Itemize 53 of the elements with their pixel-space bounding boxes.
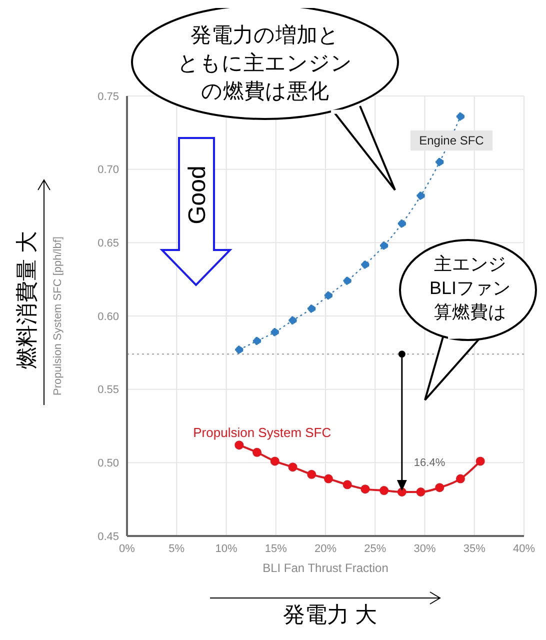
y-axis-title: Propulsion System SFC [pph/lbf] <box>52 236 64 396</box>
point <box>343 276 352 285</box>
x-tick-label: 30% <box>414 542 436 555</box>
x-tick-label: 40% <box>512 542 536 555</box>
x-axis-title: BLI Fan Thrust Fraction <box>262 561 388 575</box>
point <box>307 470 316 479</box>
point <box>416 192 425 200</box>
point <box>456 474 465 484</box>
point <box>416 488 426 496</box>
x-tick-label: 25% <box>364 542 386 555</box>
point <box>270 328 279 336</box>
point <box>476 456 485 466</box>
point <box>288 316 297 324</box>
text: 発電力 大 <box>282 602 378 627</box>
annotation: Good <box>184 166 211 224</box>
point <box>436 158 444 166</box>
point <box>380 486 389 496</box>
x-tick-label: 20% <box>314 542 337 555</box>
series-label: Engine SFC <box>419 134 484 148</box>
y-tick-label: 0.70 <box>98 164 119 176</box>
text: 燃料消費量 大 <box>14 230 39 370</box>
y-tick-label: 0.50 <box>98 458 119 470</box>
annotation: 発電力の増加とともに主エンジンの燃費は悪化 <box>178 23 352 103</box>
x-tick-label: 35% <box>463 542 486 555</box>
point <box>252 448 262 457</box>
y-tick-label: 0.60 <box>98 310 119 323</box>
point <box>308 304 316 313</box>
point <box>288 462 298 472</box>
point <box>398 220 406 228</box>
point <box>342 480 352 490</box>
point <box>380 242 388 250</box>
point <box>270 456 280 466</box>
y-tick-label: 0.45 <box>98 530 119 543</box>
annotation: 16.4% <box>414 457 446 469</box>
point <box>324 474 333 484</box>
point <box>235 346 244 354</box>
y-tick-label: 0.75 <box>98 90 119 103</box>
point <box>252 336 262 346</box>
y-tick-label: 0.55 <box>98 384 119 396</box>
point <box>456 112 465 121</box>
series-label: Propulsion System SFC <box>193 425 332 440</box>
point <box>360 484 370 494</box>
point <box>397 488 406 496</box>
y-tick-label: 0.65 <box>98 238 119 250</box>
annotation: 主エンジBLIファン算燃費は <box>429 254 511 322</box>
point <box>324 291 333 300</box>
x-tick-label: 10% <box>215 542 238 555</box>
x-tick-label: 15% <box>264 542 288 555</box>
point <box>234 440 244 450</box>
x-tick-label: 5% <box>168 542 185 555</box>
point <box>435 483 444 492</box>
x-tick-label: 0% <box>119 542 136 555</box>
point <box>361 260 370 269</box>
